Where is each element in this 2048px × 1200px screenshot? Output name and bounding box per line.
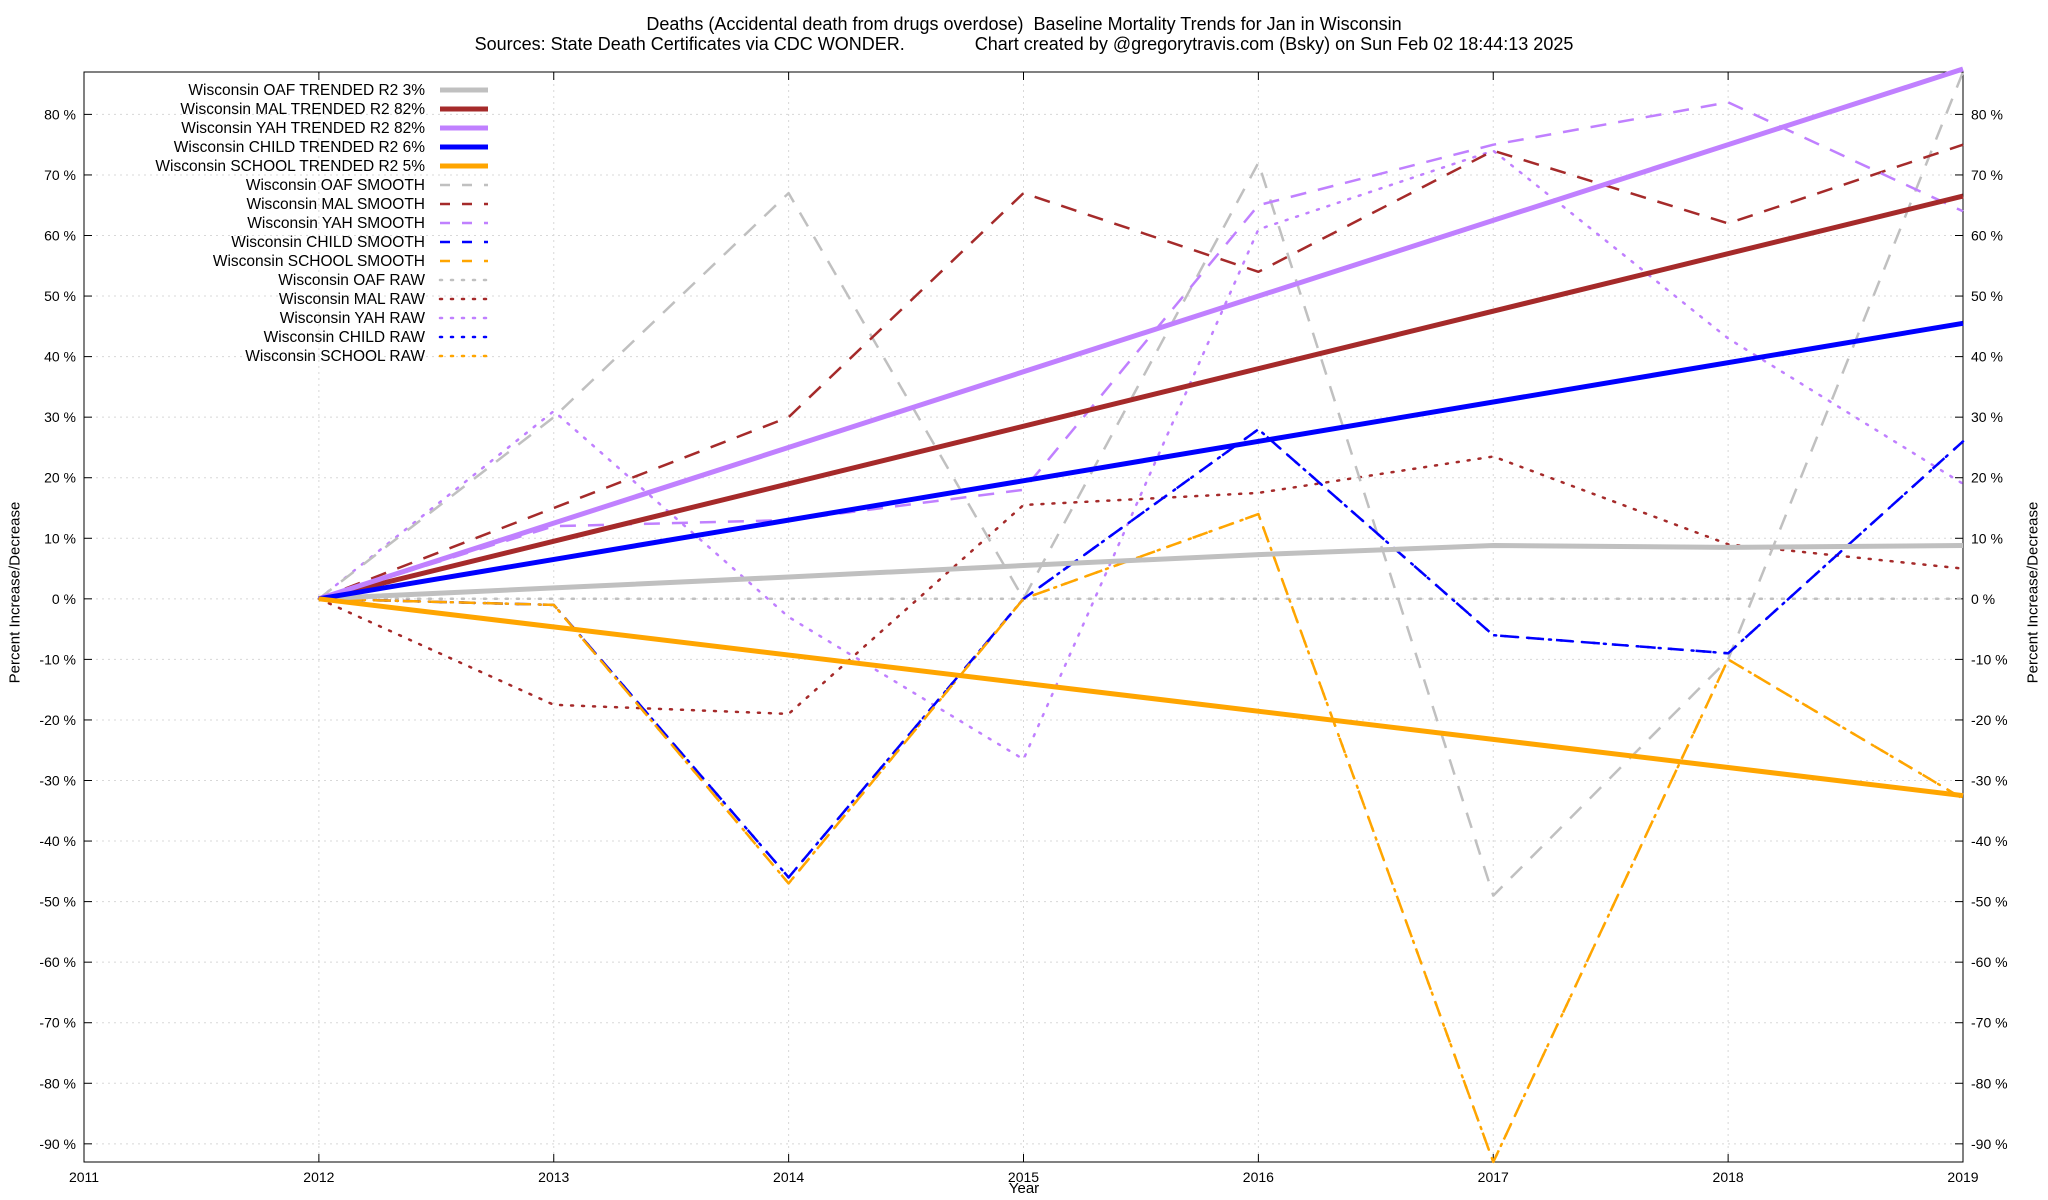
y-tick-label-left: 30 % [44,409,76,425]
legend-label: Wisconsin SCHOOL RAW [245,348,425,365]
y-tick-label-left: -30 % [39,773,76,789]
legend-label: Wisconsin OAF RAW [278,272,425,289]
series-line-mal-smooth [318,143,1964,600]
y-tick-label-left: -80 % [39,1075,76,1091]
x-tick-label: 2015 [1008,1169,1039,1185]
legend-label: Wisconsin YAH RAW [280,310,426,327]
x-tick-label: 2016 [1243,1169,1274,1185]
series-line-school-smooth [318,512,1964,1164]
series-line-child-smooth [318,428,1964,879]
series-line-mal-raw [317,455,1965,716]
y-tick-label-left: 10 % [44,530,76,546]
series-line-yah-raw [317,149,1965,761]
y-tick-label-right: -10 % [1971,651,2008,667]
y-tick-label-right: -20 % [1971,712,2008,728]
y-tick-label-left: -50 % [39,894,76,910]
legend-label: Wisconsin OAF TRENDED R2 3% [188,82,425,99]
legend-label: Wisconsin OAF SMOOTH [246,177,425,194]
y-tick-label-left: -70 % [39,1015,76,1031]
y-tick-label-right: -30 % [1971,773,2008,789]
legend-label: Wisconsin SCHOOL TRENDED R2 5% [155,158,425,175]
y-tick-label-left: -90 % [39,1136,76,1152]
y-tick-label-left: 80 % [44,106,76,122]
y-tick-label-right: 30 % [1971,409,2003,425]
y-tick-label-right: -40 % [1971,833,2008,849]
y-tick-label-left: -60 % [39,954,76,970]
chart-title: Deaths (Accidental death from drugs over… [646,14,1402,34]
legend-label: Wisconsin YAH SMOOTH [247,215,425,232]
legend-label: Wisconsin SCHOOL SMOOTH [213,253,425,270]
y-tick-label-left: 50 % [44,288,76,304]
y-tick-label-right: 0 % [1971,591,1995,607]
series-line-yah-smooth [318,101,1964,600]
y-tick-label-right: 20 % [1971,470,2003,486]
x-tick-label: 2012 [303,1169,334,1185]
y-tick-label-right: 50 % [1971,288,2003,304]
y-tick-label-right: -80 % [1971,1075,2008,1091]
y-tick-label-right: -50 % [1971,894,2008,910]
legend-label: Wisconsin CHILD RAW [264,329,426,346]
legend-label: Wisconsin CHILD TRENDED R2 6% [174,139,425,156]
chart-subtitle: Sources: State Death Certificates via CD… [474,34,1574,54]
y-tick-label-left: 40 % [44,349,76,365]
y-tick-label-right: -60 % [1971,954,2008,970]
y-tick-label-left: -20 % [39,712,76,728]
y-tick-label-right: 40 % [1971,349,2003,365]
y-tick-label-left: 70 % [44,167,76,183]
x-tick-label: 2011 [69,1169,99,1185]
x-tick-label: 2019 [1947,1169,1978,1185]
y-tick-label-left: -10 % [39,651,76,667]
y-tick-label-right: -70 % [1971,1015,2008,1031]
legend-label: Wisconsin YAH TRENDED R2 82% [181,120,425,137]
series-line-mal-trended [318,193,1964,602]
legend-label: Wisconsin CHILD SMOOTH [231,234,425,251]
legend-label: Wisconsin MAL RAW [279,291,425,308]
legend-label: Wisconsin MAL TRENDED R2 82% [180,101,425,118]
y-tick-label-left: 0 % [52,591,76,607]
x-tick-label: 2014 [773,1169,804,1185]
series-line-oaf-smooth [318,71,1965,897]
y-tick-label-left: 20 % [44,470,76,486]
y-tick-label-right: 10 % [1971,530,2003,546]
series-line-oaf-trended [318,543,1964,602]
x-tick-label: 2017 [1478,1169,1509,1185]
y-tick-label-right: -90 % [1971,1136,2008,1152]
series-line-child-trended [318,320,1964,602]
series-line-school-trended [318,596,1964,799]
y-tick-label-left: -40 % [39,833,76,849]
y-tick-label-right: 80 % [1971,106,2003,122]
legend-label: Wisconsin MAL SMOOTH [246,196,425,213]
y-tick-label-left: 60 % [44,228,76,244]
series-line-child-raw [317,428,1965,879]
y-tick-label-right: 60 % [1971,228,2003,244]
x-tick-label: 2013 [538,1169,569,1185]
y-tick-label-right: 70 % [1971,167,2003,183]
x-axis-label: Year [1008,1180,1040,1197]
series-line-school-raw [317,512,1965,1164]
series-line-yah-trended [318,66,1964,602]
x-tick-label: 2018 [1713,1169,1744,1185]
